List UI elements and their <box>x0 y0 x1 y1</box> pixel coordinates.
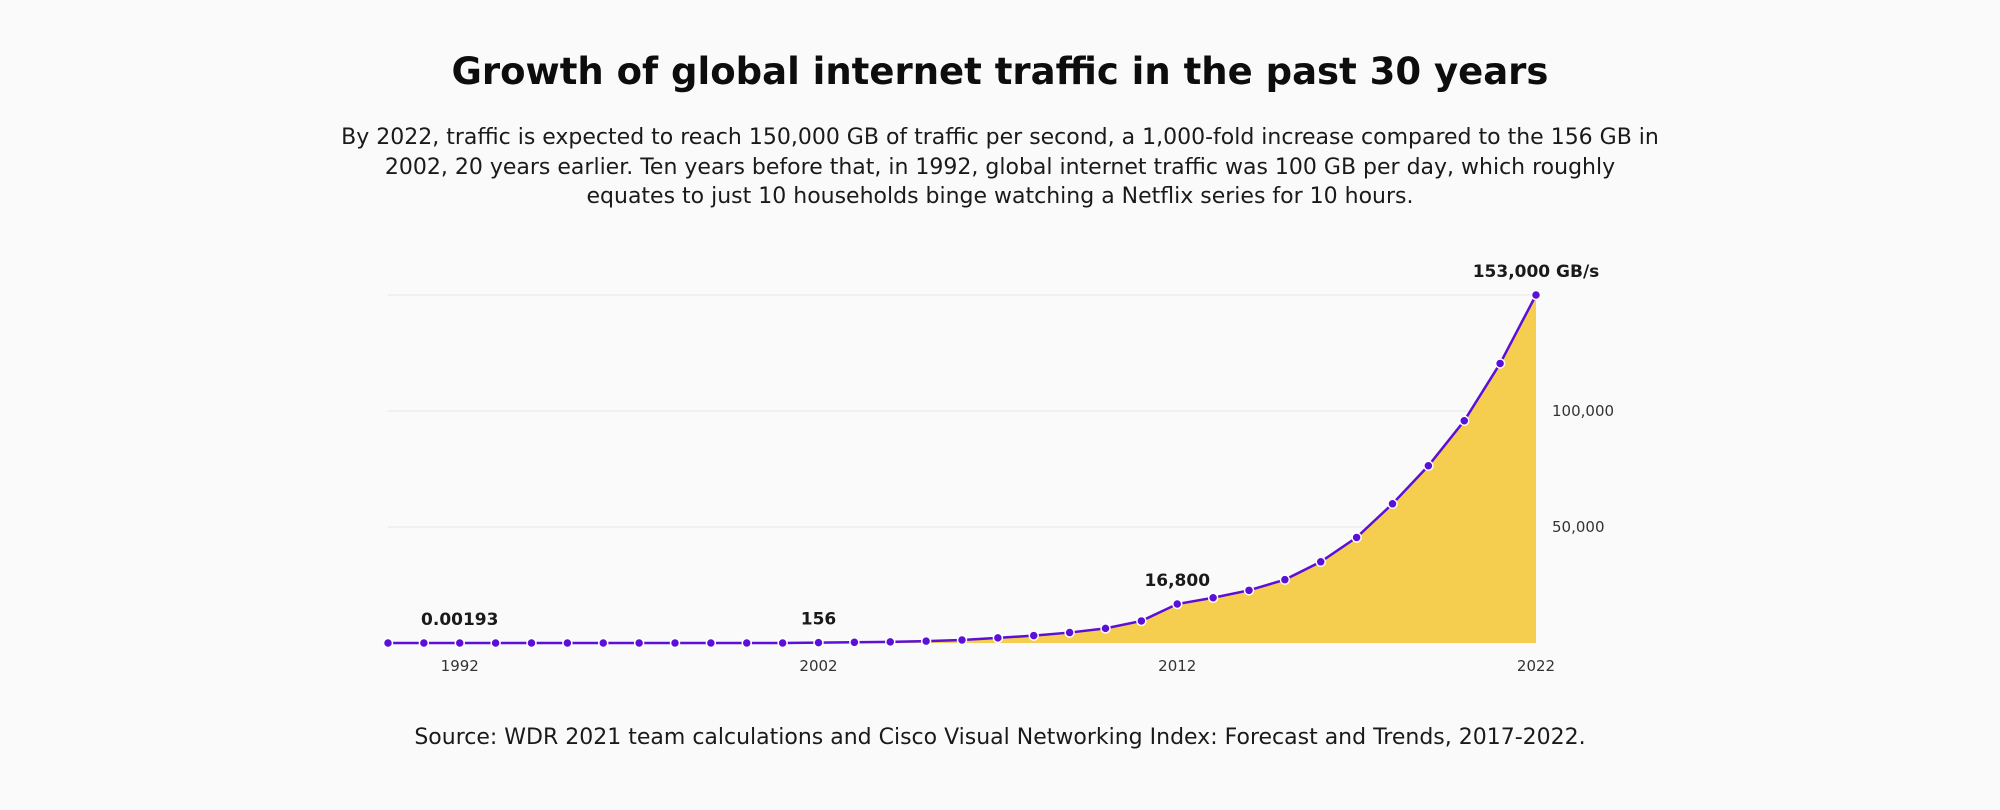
data-label: 0.00193 <box>421 610 498 630</box>
data-point <box>1243 585 1255 596</box>
gridlines <box>388 294 1536 528</box>
data-point <box>526 637 537 649</box>
data-label: 156 <box>801 610 837 630</box>
data-point <box>1100 623 1111 634</box>
data-point <box>885 636 896 648</box>
data-labels: 0.00193 156 16,800 153,000 GB/s <box>421 262 1599 630</box>
data-points <box>382 289 1542 649</box>
data-point <box>1136 615 1147 627</box>
data-point <box>1459 415 1470 426</box>
data-point <box>1315 556 1326 568</box>
data-label: 16,800 <box>1144 571 1210 591</box>
data-point <box>1064 627 1075 638</box>
data-point <box>1172 598 1183 610</box>
data-point <box>992 632 1004 644</box>
data-point <box>741 637 752 649</box>
data-point <box>849 637 860 648</box>
x-axis-ticks: 1992 2002 2012 2022 <box>441 657 1555 675</box>
data-point <box>1494 358 1506 369</box>
data-point <box>1207 592 1219 604</box>
data-point <box>562 637 573 649</box>
data-point <box>956 634 968 646</box>
data-point <box>777 637 788 649</box>
data-point <box>1387 498 1398 510</box>
data-point <box>705 637 717 649</box>
data-point <box>1279 574 1291 585</box>
x-tick-label: 2022 <box>1517 657 1555 675</box>
data-point <box>454 637 465 649</box>
data-point <box>490 637 501 649</box>
data-point <box>382 637 394 649</box>
data-point <box>598 637 609 649</box>
data-point <box>633 637 645 649</box>
data-point <box>418 637 430 649</box>
x-tick-label: 2012 <box>1158 657 1196 675</box>
x-tick-label: 1992 <box>441 657 479 675</box>
y-tick-label: 100,000 <box>1552 402 1614 420</box>
data-point <box>1530 289 1542 301</box>
data-label: 153,000 GB/s <box>1473 262 1600 282</box>
data-point <box>813 637 824 648</box>
area-fill <box>388 295 1536 643</box>
data-point <box>1028 630 1039 641</box>
chart-title: Growth of global internet traffic in the… <box>451 50 1549 93</box>
x-tick-label: 2002 <box>799 657 837 675</box>
chart-subtitle: By 2022, traffic is expected to reach 15… <box>341 125 1659 209</box>
data-point <box>1423 460 1434 472</box>
y-tick-label: 50,000 <box>1552 518 1605 536</box>
data-point <box>1351 532 1362 543</box>
data-point <box>920 635 932 647</box>
data-point <box>669 637 681 649</box>
source-note: Source: WDR 2021 team calculations and C… <box>414 725 1586 750</box>
y-axis-ticks: 50,000 100,000 <box>1552 402 1614 536</box>
